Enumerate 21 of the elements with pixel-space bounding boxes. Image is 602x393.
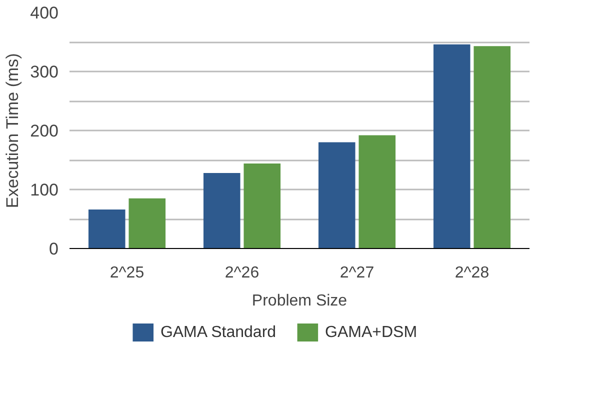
y-tick-label: 200 — [30, 122, 59, 140]
x-tick-label: 2^26 — [224, 264, 260, 282]
x-tick-label: 2^27 — [340, 264, 374, 282]
x-axis-title: Problem Size — [252, 292, 348, 310]
bar — [128, 198, 166, 248]
y-tick-label: 300 — [30, 62, 59, 82]
bar — [203, 172, 240, 248]
bar — [318, 142, 356, 248]
legend-label: GAMA+DSM — [325, 324, 418, 341]
bar — [433, 44, 470, 248]
bar — [358, 135, 396, 248]
bar — [88, 210, 126, 248]
y-tick-label: 0 — [49, 240, 59, 258]
y-axis-title: Execution Time (ms) — [3, 53, 22, 208]
legend-label: GAMA Standard — [160, 324, 276, 341]
x-tick-label: 2^25 — [110, 264, 144, 282]
bar — [244, 164, 281, 248]
y-tick-label: 100 — [30, 180, 59, 200]
y-tick-label: 400 — [30, 4, 59, 22]
x-tick-label: 2^28 — [454, 264, 490, 282]
bar — [474, 46, 511, 248]
